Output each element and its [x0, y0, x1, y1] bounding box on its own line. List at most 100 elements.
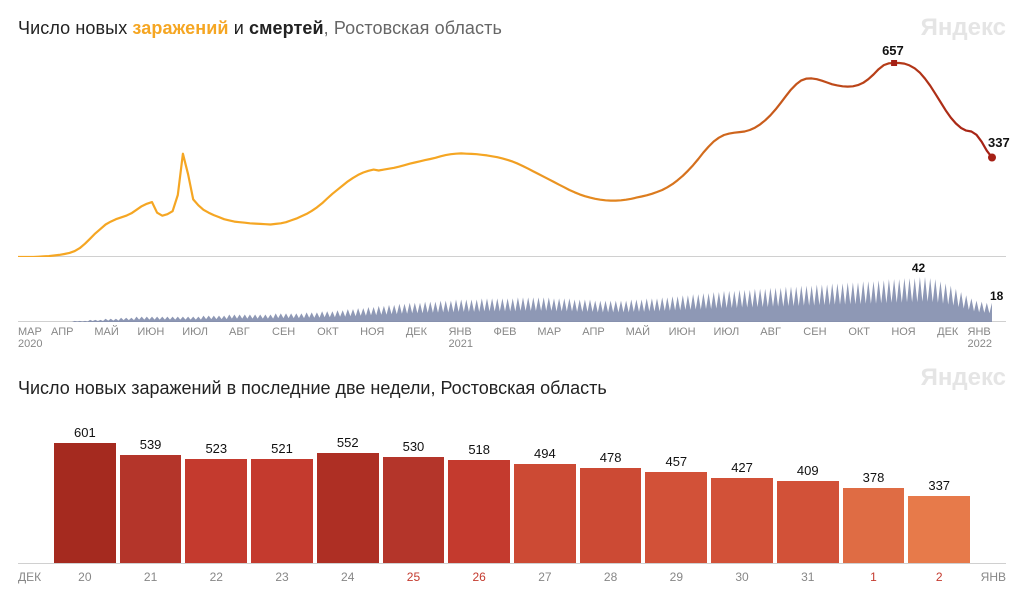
axis-month-label: ИЮЛ — [713, 326, 739, 338]
axis-month-label: ОКТ — [317, 326, 339, 338]
bar-day-label: 29 — [645, 570, 707, 584]
axis-month-label: МАЙ — [94, 326, 118, 338]
bar-column: 478 — [580, 468, 642, 563]
bar-value-label: 530 — [383, 439, 445, 454]
bar-value-label: 552 — [317, 435, 379, 450]
title-infections-word: заражений — [132, 18, 228, 38]
bar — [448, 460, 510, 563]
bar-day-label: 24 — [317, 570, 379, 584]
bar-value-label: 521 — [251, 441, 313, 456]
bar-column: 337 — [908, 496, 970, 563]
bar — [843, 488, 905, 563]
axis-month-label: ДЕК — [406, 326, 427, 338]
bar-value-label: 518 — [448, 442, 510, 457]
infections-line-svg — [18, 47, 1006, 257]
bar-value-label: 378 — [843, 470, 905, 485]
title-suffix: , Ростовская область — [324, 18, 502, 38]
bar — [580, 468, 642, 563]
bar-column: 539 — [120, 455, 182, 563]
bar-axis-left-label: ДЕК — [18, 570, 41, 584]
bar — [645, 472, 707, 563]
axis-month-label: ФЕВ — [493, 326, 516, 338]
infections-peak-marker — [891, 60, 897, 66]
bar-column: 552 — [317, 453, 379, 563]
bar-column: 523 — [185, 459, 247, 563]
bar-chart-x-axis: ДЕК ЯНВ 20212223242526272829303112 — [18, 570, 1006, 594]
axis-month-label: МАР — [537, 326, 561, 338]
bar-value-label: 539 — [120, 437, 182, 452]
bar-day-label: 22 — [185, 570, 247, 584]
bar-day-label: 1 — [843, 570, 905, 584]
bar-day-label: 21 — [120, 570, 182, 584]
axis-month-label: СЕН — [272, 326, 295, 338]
bar-day-label: 28 — [580, 570, 642, 584]
bar-axis-right-label: ЯНВ — [981, 570, 1006, 584]
axis-month-label: СЕН — [803, 326, 826, 338]
deaths-peak-callout: 42 — [912, 261, 925, 275]
bar — [383, 457, 445, 563]
bar-column: 378 — [843, 488, 905, 563]
axis-month-label: АПР — [582, 326, 604, 338]
infections-chart: 657 337 — [18, 47, 1006, 257]
axis-month-label: АВГ — [229, 326, 250, 338]
bar-value-label: 523 — [185, 441, 247, 456]
axis-month-label: МАЙ — [626, 326, 650, 338]
deaths-chart: 42 18 — [18, 267, 1006, 322]
bar-column: 494 — [514, 464, 576, 563]
infections-last-marker — [988, 153, 996, 161]
axis-month-label: НОЯ — [891, 326, 915, 338]
bar — [908, 496, 970, 563]
bar-column: 521 — [251, 459, 313, 563]
deaths-area-svg — [18, 267, 1006, 322]
bar-value-label: 427 — [711, 460, 773, 475]
deaths-area — [18, 277, 992, 322]
axis-month-label: МАР2020 — [18, 326, 42, 350]
watermark-bottom: Яндекс — [921, 364, 1006, 392]
bar-value-label: 457 — [645, 454, 707, 469]
bar-day-label: 25 — [383, 570, 445, 584]
chart2-title: Число новых заражений в последние две не… — [18, 378, 1006, 399]
bar — [251, 459, 313, 563]
title-mid: и — [229, 18, 249, 38]
bar-day-label: 31 — [777, 570, 839, 584]
bar-column: 518 — [448, 460, 510, 563]
bar-column: 457 — [645, 472, 707, 563]
bar-column: 601 — [54, 443, 116, 563]
axis-month-label: ИЮН — [669, 326, 696, 338]
bar — [514, 464, 576, 563]
title-deaths-word: смертей — [249, 18, 324, 38]
bar-value-label: 409 — [777, 463, 839, 478]
bar — [317, 453, 379, 563]
bar — [711, 478, 773, 563]
bar — [120, 455, 182, 563]
bar-value-label: 478 — [580, 450, 642, 465]
bar — [185, 459, 247, 563]
axis-month-label: ЯНВ2021 — [448, 326, 472, 350]
axis-month-label: АВГ — [760, 326, 781, 338]
bar-value-label: 601 — [54, 425, 116, 440]
bar-day-label: 2 — [908, 570, 970, 584]
bar-day-label: 20 — [54, 570, 116, 584]
axis-month-label: НОЯ — [360, 326, 384, 338]
axis-month-label: ЯНВ2022 — [968, 326, 992, 350]
chart1-title: Число новых заражений и смертей, Ростовс… — [18, 18, 1006, 39]
bar-day-label: 26 — [448, 570, 510, 584]
bar-column: 530 — [383, 457, 445, 563]
bar-column: 427 — [711, 478, 773, 563]
bar-day-label: 23 — [251, 570, 313, 584]
axis-month-label: АПР — [51, 326, 73, 338]
bar-value-label: 337 — [908, 478, 970, 493]
infections-last-callout: 337 — [988, 135, 1010, 150]
bar-day-label: 30 — [711, 570, 773, 584]
infections-line — [18, 63, 992, 257]
chart1-x-axis: МАР2020 АПР МАЙ ИЮН ИЮЛ АВГ СЕН ОКТ НОЯ ДЕК ЯНВ202… — [18, 326, 1006, 356]
infections-peak-callout: 657 — [882, 43, 904, 58]
axis-month-label: ДЕК — [937, 326, 958, 338]
axis-month-label: ОКТ — [848, 326, 870, 338]
bar-value-label: 494 — [514, 446, 576, 461]
title-prefix: Число новых — [18, 18, 132, 38]
bar-day-label: 27 — [514, 570, 576, 584]
axis-month-label: ИЮЛ — [182, 326, 208, 338]
bar-chart: 6015395235215525305184944784574274093783… — [18, 419, 1006, 564]
deaths-last-callout: 18 — [990, 289, 1003, 303]
